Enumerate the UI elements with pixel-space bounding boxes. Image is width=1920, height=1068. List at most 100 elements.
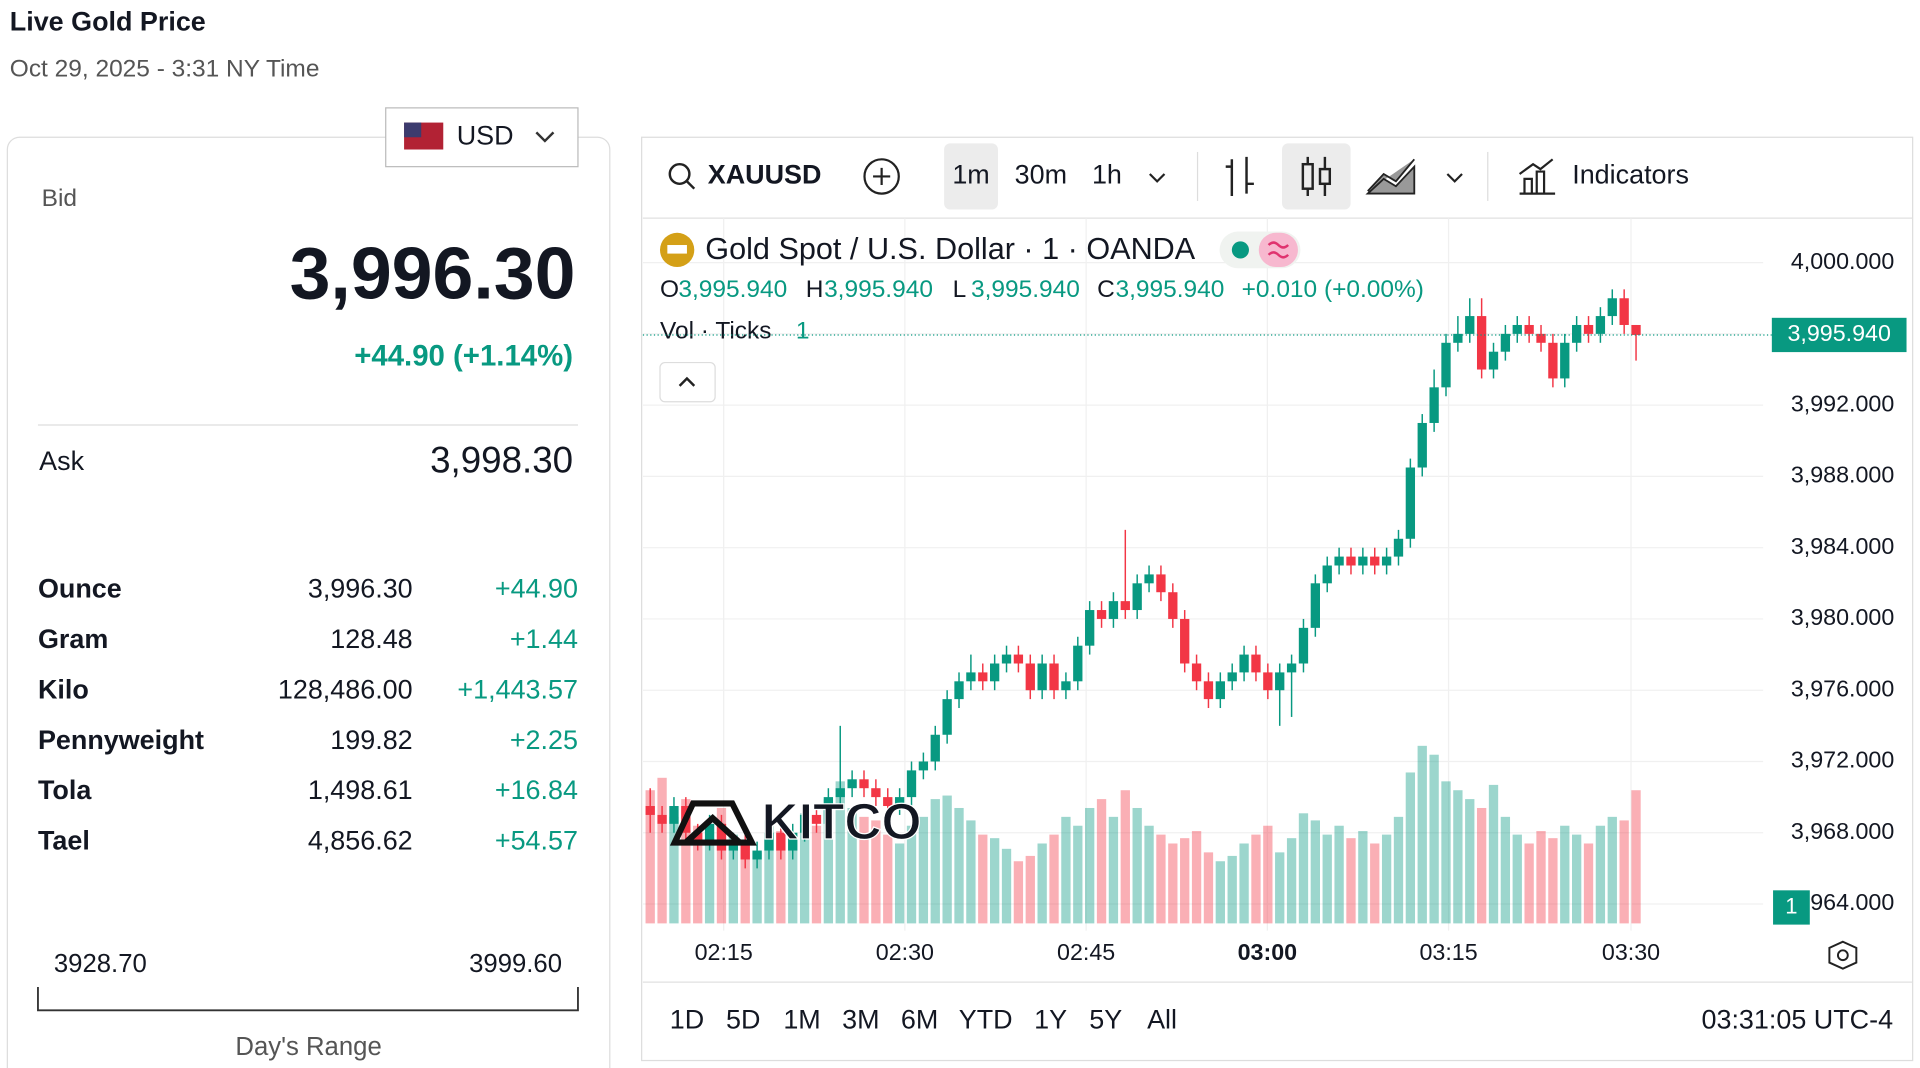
bid-price: 3,996.30: [290, 232, 576, 315]
ohlc-value: 3,995.940: [971, 276, 1080, 303]
volume-bar: [1298, 813, 1309, 924]
volume-bar: [1061, 816, 1071, 924]
candles-icon[interactable]: [1301, 162, 1314, 190]
volume-bar: [1013, 861, 1024, 924]
weight-change: +1,443.57: [457, 674, 578, 704]
weight-unit: Kilo: [38, 674, 89, 704]
volume-bar: [1120, 790, 1130, 924]
x-tick-label: 02:45: [1057, 939, 1115, 965]
candle-body: [1512, 324, 1522, 334]
range-button[interactable]: YTD: [959, 1004, 1013, 1034]
currency-label: USD: [457, 120, 514, 150]
active-style: [1282, 143, 1351, 210]
symbol[interactable]: XAUUSD: [708, 160, 822, 190]
currency-button[interactable]: [385, 107, 579, 168]
chevron-up: [678, 376, 696, 387]
volume-bar: [740, 843, 750, 924]
range-button[interactable]: 6M: [901, 1004, 938, 1034]
candle-body: [1595, 316, 1606, 334]
candle-body: [1583, 324, 1594, 334]
candle-body: [1239, 654, 1249, 673]
weight-unit: Ounce: [38, 573, 122, 603]
range-button[interactable]: 3M: [842, 1004, 879, 1034]
candle-body: [1120, 601, 1130, 611]
x-tick-label: 02:15: [695, 939, 753, 965]
candle-body: [1203, 681, 1214, 700]
volume-bar: [1215, 861, 1225, 924]
bid-label: Bid: [42, 185, 77, 212]
interval[interactable]: 30m: [1015, 160, 1067, 190]
candle-body: [954, 681, 964, 700]
range-button[interactable]: 1D: [670, 1004, 704, 1034]
volume-bar: [669, 816, 679, 924]
ohlc-value: 3,995.940: [1116, 276, 1225, 303]
candle-body: [1536, 333, 1546, 343]
range-button[interactable]: 5D: [726, 1004, 760, 1034]
range-button[interactable]: 1M: [783, 1004, 820, 1034]
collapse-button[interactable]: [659, 361, 716, 403]
bars-icon[interactable]: [1225, 156, 1254, 197]
volume-bar: [788, 839, 798, 924]
bid-change: +44.90 (+1.14%): [354, 339, 573, 372]
chevron[interactable]: [1446, 173, 1463, 183]
toolbar: XAUUSD 1m 30m 1h Indicators: [668, 143, 1689, 210]
x-tick-label: 02:30: [876, 939, 934, 965]
range-button[interactable]: 1Y: [1034, 1004, 1067, 1034]
candle-body: [859, 779, 869, 789]
compare-button[interactable]: [863, 158, 900, 195]
indicators-button[interactable]: Indicators: [1572, 160, 1689, 190]
interval[interactable]: 1m: [952, 160, 989, 190]
volume-bar: [966, 820, 976, 924]
volume-bar: [930, 799, 940, 924]
watermark: KITCO: [669, 791, 922, 851]
x-tick-label: 03:00: [1238, 939, 1297, 965]
candle-body: [1025, 663, 1035, 691]
page-title: Live Gold Price: [10, 6, 206, 36]
volume-bar: [823, 799, 834, 924]
candles-icon[interactable]: [1318, 167, 1332, 186]
area-icon[interactable]: [1365, 158, 1416, 195]
volume-bar: [811, 825, 822, 924]
weight-price: 4,856.62: [308, 826, 413, 856]
volume-bar: [1536, 831, 1546, 924]
candle-body: [1631, 324, 1641, 335]
indicators-icon[interactable]: [1518, 158, 1556, 195]
candle-body: [942, 699, 952, 735]
ohlc-value: 3,995.940: [824, 276, 933, 303]
interval[interactable]: 1h: [1092, 160, 1122, 190]
candle-body: [740, 841, 750, 860]
candle-body: [1132, 583, 1142, 611]
ohlc-key: O: [660, 276, 679, 303]
x-tick-label: 03:15: [1419, 939, 1477, 965]
candle-body: [894, 797, 905, 807]
volume-bar: [1037, 843, 1047, 924]
volume-bar: [859, 816, 869, 924]
candle-body: [1417, 422, 1427, 468]
candle-body: [1310, 583, 1320, 628]
watermark-logo: [669, 800, 757, 846]
volume-bar: [657, 777, 667, 924]
y-tick-label: 4,000.000: [1791, 248, 1895, 274]
volume-bar: [645, 790, 655, 924]
chevron[interactable]: [1149, 173, 1166, 183]
range-button[interactable]: 5Y: [1089, 1004, 1122, 1034]
volume-bar: [1346, 838, 1356, 924]
candle-body: [657, 814, 667, 824]
delay-icon: [1267, 241, 1290, 259]
candle-body: [906, 770, 917, 798]
ask-price: 3,998.30: [430, 440, 573, 481]
volume-bar: [681, 799, 691, 924]
range-button[interactable]: All: [1147, 1004, 1177, 1034]
volume-bar: [1560, 825, 1570, 924]
currency-select[interactable]: USD: [385, 107, 579, 168]
candle-body: [1085, 610, 1095, 646]
weight-change: +2.25: [510, 725, 578, 755]
last-price-tag: [1771, 317, 1907, 353]
candle-body: [1144, 574, 1154, 584]
settings-icon[interactable]: [1828, 940, 1858, 970]
volume-bar: [1085, 807, 1095, 924]
candle-body: [930, 734, 940, 762]
ohlc-value: 3,995.940: [678, 276, 787, 303]
symbol-logo: [667, 245, 687, 254]
weight-change: +16.84: [495, 775, 578, 805]
